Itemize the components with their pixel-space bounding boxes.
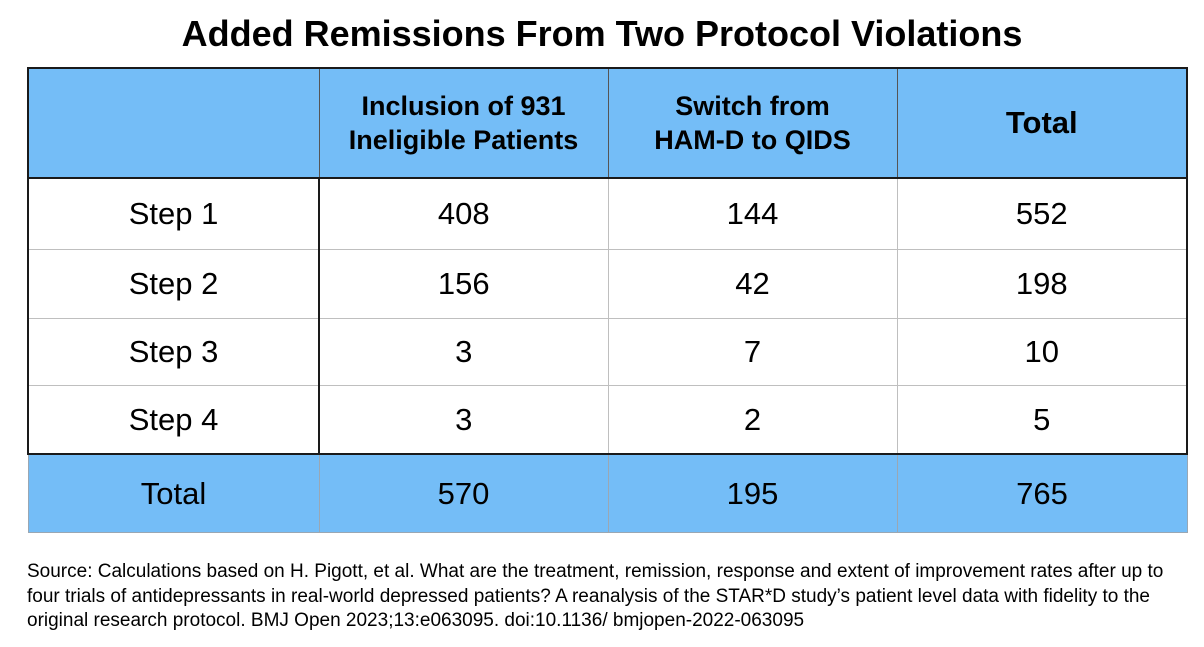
cell-value: 5 bbox=[896, 385, 1188, 455]
total-row-label: Total bbox=[27, 453, 320, 533]
header-line: Ineligible Patients bbox=[348, 125, 579, 155]
row-label: Step 4 bbox=[27, 385, 320, 455]
remissions-table: Inclusion of 931 Ineligible Patients Swi… bbox=[27, 67, 1188, 533]
cell-value: 3 bbox=[318, 385, 609, 455]
row-label: Step 1 bbox=[27, 177, 320, 250]
total-value: 765 bbox=[896, 453, 1188, 533]
total-value: 195 bbox=[607, 453, 898, 533]
header-line: HAM-D to QIDS bbox=[654, 125, 851, 155]
header-line: Total bbox=[1005, 105, 1078, 140]
source-note: Source: Calculations based on H. Pigott,… bbox=[27, 561, 1164, 631]
cell-value: 144 bbox=[607, 177, 898, 250]
header-row: Inclusion of 931 Ineligible Patients Swi… bbox=[27, 67, 1188, 179]
cell-value: 10 bbox=[896, 318, 1188, 386]
cell-value: 408 bbox=[318, 177, 609, 250]
row-label: Step 2 bbox=[27, 249, 320, 319]
cell-value: 7 bbox=[607, 318, 898, 386]
table-row: Step 4 3 2 5 bbox=[27, 385, 1188, 455]
cell-value: 156 bbox=[318, 249, 609, 319]
cell-value: 3 bbox=[318, 318, 609, 386]
header-cell-total: Total bbox=[896, 67, 1188, 179]
cell-value: 42 bbox=[607, 249, 898, 319]
header-line: Inclusion of 931 bbox=[361, 91, 566, 121]
total-value: 570 bbox=[318, 453, 609, 533]
cell-value: 198 bbox=[896, 249, 1188, 319]
row-label: Step 3 bbox=[27, 318, 320, 386]
header-cell-switch: Switch from HAM-D to QIDS bbox=[607, 67, 898, 179]
table-row: Step 3 3 7 10 bbox=[27, 318, 1188, 386]
table-row: Step 1 408 144 552 bbox=[27, 177, 1188, 250]
cell-value: 552 bbox=[896, 177, 1188, 250]
table-row: Step 2 156 42 198 bbox=[27, 249, 1188, 319]
page-title: Added Remissions From Two Protocol Viola… bbox=[181, 13, 1023, 54]
header-cell-blank bbox=[27, 67, 320, 179]
header-cell-inclusion: Inclusion of 931 Ineligible Patients bbox=[318, 67, 609, 179]
header-line: Switch from bbox=[675, 91, 830, 121]
cell-value: 2 bbox=[607, 385, 898, 455]
total-row: Total 570 195 765 bbox=[27, 453, 1188, 533]
